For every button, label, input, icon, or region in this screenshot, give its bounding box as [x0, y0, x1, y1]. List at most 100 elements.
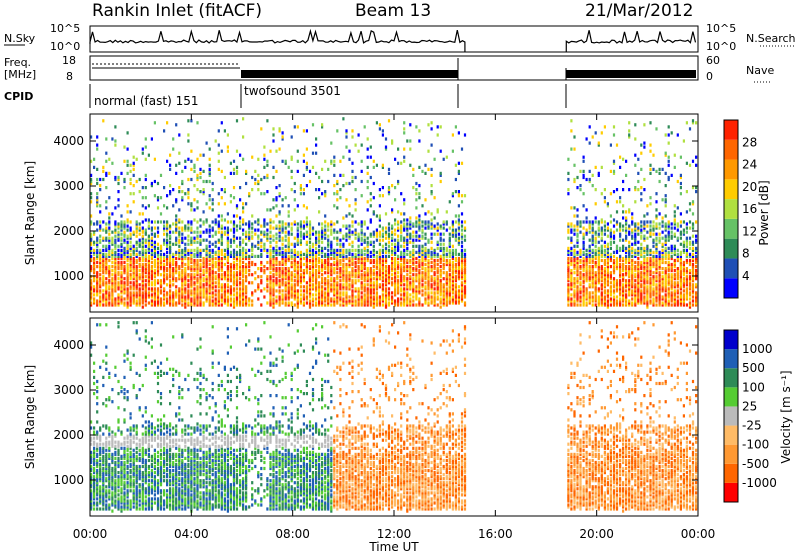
echo-cell: [181, 198, 184, 202]
echo-cell: [302, 220, 305, 224]
echo-cell: [181, 254, 184, 258]
echo-cell: [360, 169, 363, 173]
echo-cell: [178, 151, 181, 155]
echo-cell: [108, 301, 111, 305]
echo-cell: [339, 242, 342, 246]
echo-cell: [631, 301, 634, 305]
echo-cell: [166, 224, 169, 228]
echo-cell: [594, 188, 597, 192]
echo-cell: [293, 254, 296, 258]
echo-cell: [615, 210, 619, 214]
echo-cell: [193, 258, 196, 263]
echo-cell: [600, 265, 603, 269]
echo-cell: [397, 275, 400, 279]
echo-cell: [242, 210, 245, 214]
echo-cell: [235, 171, 239, 175]
echo-cell: [293, 262, 296, 267]
echo-cell: [126, 269, 129, 273]
echo-cell: [132, 277, 135, 281]
echo-cell: [597, 232, 600, 236]
echo-cell: [454, 262, 457, 267]
echo-cell: [442, 242, 445, 246]
echo-cell: [248, 254, 251, 258]
echo-cell: [318, 281, 321, 285]
echo-cell: [445, 155, 448, 159]
echo-cell: [305, 220, 308, 224]
echo-cell: [415, 230, 418, 234]
echo-cell: [169, 167, 172, 171]
echo-cell: [99, 234, 102, 238]
echo-cell: [229, 250, 232, 254]
echo-cell: [330, 283, 333, 287]
echo-cell: [93, 256, 96, 261]
echo-cell: [199, 267, 202, 271]
echo-cell: [211, 265, 214, 269]
echo-cell: [205, 244, 208, 248]
echo-cell: [202, 169, 205, 173]
echo-cell: [257, 222, 260, 226]
echo-cell: [296, 269, 299, 273]
echo-cell: [169, 279, 172, 283]
echo-cell: [102, 283, 105, 287]
echo-cell: [615, 244, 619, 248]
echo-cell: [287, 224, 290, 228]
echo-cell: [278, 129, 281, 133]
echo-cell: [384, 145, 388, 149]
echo-cell: [275, 281, 278, 285]
echo-cell: [220, 226, 223, 230]
echo-cell: [321, 293, 324, 297]
echo-cell: [129, 252, 132, 256]
echo-cell: [296, 305, 299, 309]
echo-cell: [348, 181, 351, 186]
echo-cell: [366, 137, 369, 141]
echo-cell: [226, 273, 229, 277]
echo-cell: [144, 254, 147, 258]
echo-cell: [260, 254, 263, 258]
echo-cell: [625, 234, 628, 238]
echo-cell: [430, 212, 433, 216]
echo-cell: [585, 248, 588, 252]
echo-cell: [311, 271, 315, 275]
echo-cell: [156, 273, 160, 277]
echo-cell: [457, 256, 460, 261]
echo-cell: [372, 248, 375, 252]
echo-cell: [150, 287, 153, 291]
echo-cell: [330, 297, 333, 301]
echo-cell: [281, 297, 284, 301]
echo-cell: [135, 224, 138, 228]
echo-cell: [214, 277, 217, 281]
echo-cell: [281, 198, 284, 202]
echo-cell: [190, 238, 193, 242]
echo-cell: [342, 184, 345, 188]
echo-cell: [345, 135, 348, 139]
echo-cell: [156, 265, 160, 269]
echo-cell: [196, 226, 199, 230]
echo-cell: [433, 216, 436, 220]
echo-cell: [159, 212, 163, 216]
echo-cell: [184, 228, 187, 232]
echo-cell: [436, 275, 439, 279]
echo-cell: [114, 222, 117, 226]
echo-cell: [129, 248, 132, 252]
echo-cell: [156, 246, 160, 250]
echo-cell: [193, 277, 196, 281]
echo-cell: [284, 252, 287, 256]
echo-cell: [184, 224, 187, 228]
echo-cell: [287, 297, 290, 301]
echo-cell: [597, 171, 600, 175]
echo-cell: [147, 236, 150, 240]
echo-cell: [311, 252, 315, 256]
echo-cell: [153, 287, 156, 291]
echo-cell: [156, 242, 160, 246]
echo-cell: [354, 175, 357, 180]
echo-cell: [272, 291, 275, 295]
echo-cell: [381, 254, 384, 258]
echo-cell: [351, 224, 354, 228]
echo-cell: [619, 297, 622, 301]
freq-panel: Freq. [MHz] 18 8 60 0 Nave: [4, 54, 774, 83]
echo-cell: [141, 267, 144, 271]
echo-cell: [567, 188, 570, 192]
echo-cell: [263, 175, 266, 180]
echo-cell: [90, 279, 93, 283]
echo-cell: [430, 240, 433, 244]
